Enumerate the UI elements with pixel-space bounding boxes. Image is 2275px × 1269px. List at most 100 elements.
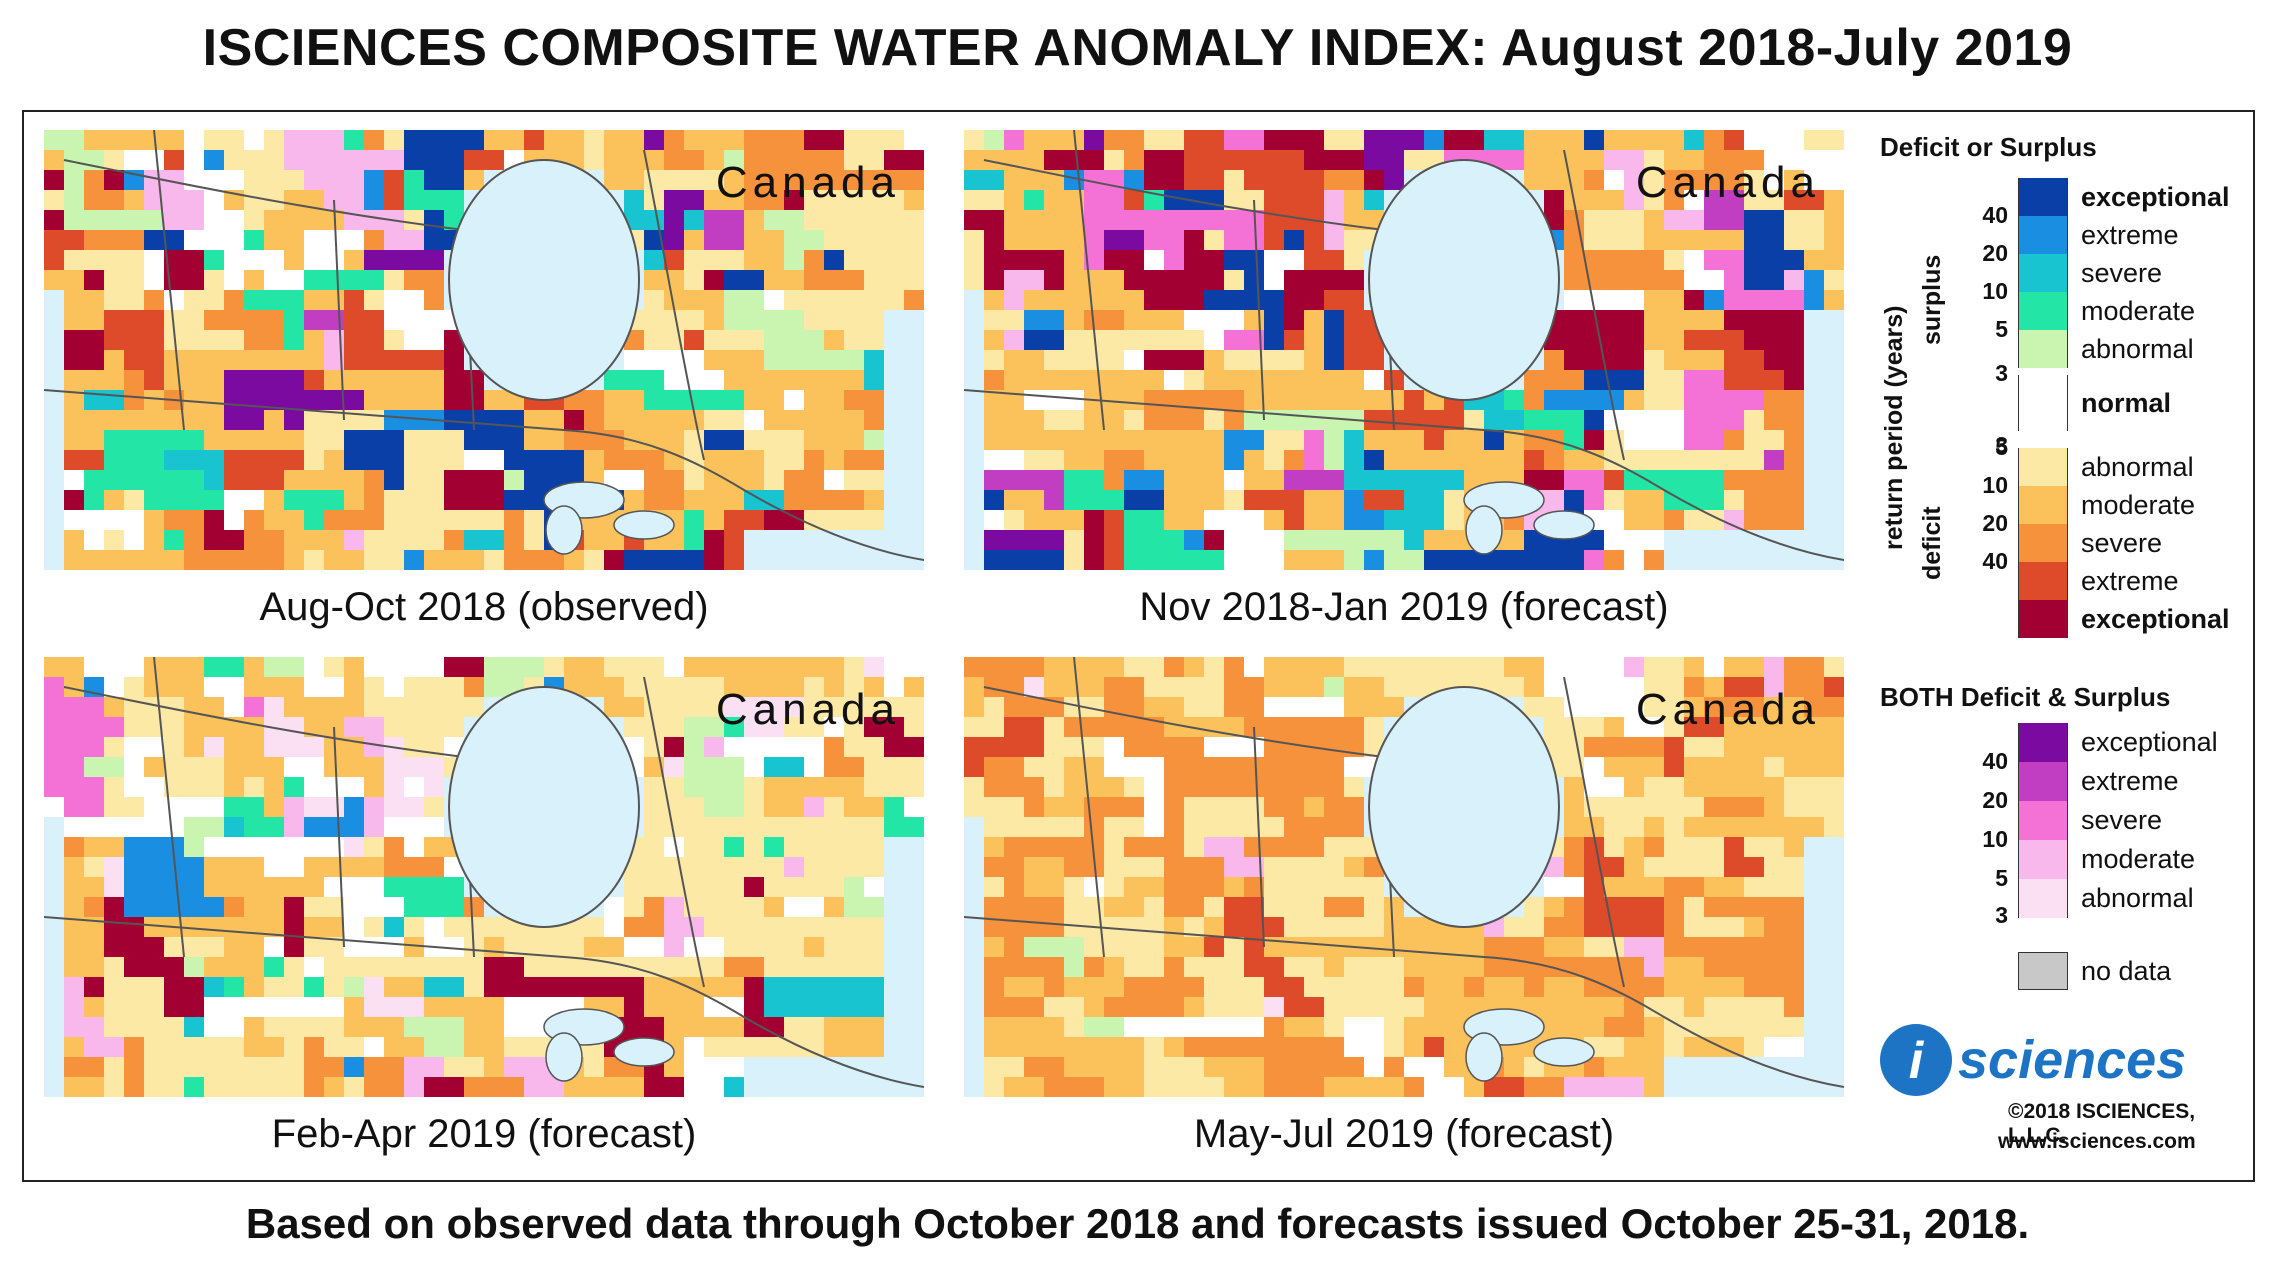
grid-cell <box>1564 797 1584 817</box>
grid-cell <box>264 957 284 977</box>
map-canada-nov-jan: Canada <box>964 130 1844 570</box>
grid-cell <box>224 210 244 230</box>
grid-cell <box>784 250 804 270</box>
grid-cell <box>1224 130 1244 150</box>
grid-cell <box>1104 530 1124 550</box>
grid-cell <box>684 717 704 737</box>
grid-cell <box>1764 737 1784 757</box>
grid-cell <box>964 797 984 817</box>
grid-cell <box>744 757 764 777</box>
grid-cell <box>1324 737 1344 757</box>
grid-cell <box>1664 250 1684 270</box>
grid-cell <box>1124 857 1144 877</box>
grid-cell <box>224 877 244 897</box>
grid-cell <box>544 1077 564 1097</box>
grid-cell <box>324 777 344 797</box>
grid-cell <box>424 250 444 270</box>
grid-cell <box>1164 470 1184 490</box>
grid-cell <box>1304 817 1324 837</box>
grid-cell <box>64 857 84 877</box>
grid-cell <box>724 490 744 510</box>
grid-cell <box>1264 977 1284 997</box>
grid-cell <box>204 697 224 717</box>
grid-cell <box>344 697 364 717</box>
grid-cell <box>464 490 484 510</box>
grid-cell <box>1344 957 1364 977</box>
grid-cell <box>1124 697 1144 717</box>
grid-cell <box>1544 997 1564 1017</box>
grid-cell <box>864 797 884 817</box>
grid-cell <box>464 697 484 717</box>
grid-cell <box>964 757 984 777</box>
grid-cell <box>1264 757 1284 777</box>
grid-cell <box>664 897 684 917</box>
grid-cell <box>1124 450 1144 470</box>
grid-cell <box>224 530 244 550</box>
grid-cell <box>1164 977 1184 997</box>
grid-cell <box>1344 857 1364 877</box>
grid-cell <box>204 430 224 450</box>
grid-cell <box>1244 877 1264 897</box>
grid-cell <box>1004 897 1024 917</box>
grid-cell <box>1144 677 1164 697</box>
grid-cell <box>784 997 804 1017</box>
grid-cell <box>304 1077 324 1097</box>
grid-cell <box>664 777 684 797</box>
grid-cell <box>864 817 884 837</box>
grid-cell <box>1584 937 1604 957</box>
grid-cell <box>144 150 164 170</box>
grid-cell <box>744 470 764 490</box>
grid-cell <box>444 170 464 190</box>
grid-cell <box>1444 430 1464 450</box>
grid-cell <box>1804 210 1824 230</box>
grid-cell <box>1644 817 1664 837</box>
website-link[interactable]: www.isciences.com <box>1998 1130 2196 1153</box>
grid-cell <box>424 230 444 250</box>
grid-cell <box>244 777 264 797</box>
grid-cell <box>1624 330 1644 350</box>
grid-cell <box>904 170 924 190</box>
grid-cell <box>304 997 324 1017</box>
grid-cell <box>584 1057 604 1077</box>
grid-cell <box>1664 290 1684 310</box>
grid-cell <box>764 737 784 757</box>
grid-cell <box>1324 957 1344 977</box>
grid-cell <box>444 550 464 570</box>
grid-cell <box>1044 1017 1064 1037</box>
grid-cell <box>64 450 84 470</box>
grid-cell <box>1724 917 1744 937</box>
grid-cell <box>44 250 64 270</box>
grid-cell <box>84 817 104 837</box>
grid-cell <box>1524 977 1544 997</box>
grid-cell <box>904 657 924 677</box>
grid-cell <box>1204 1077 1224 1097</box>
grid-cell <box>1584 170 1604 190</box>
grid-cell <box>1724 797 1744 817</box>
grid-cell <box>1064 530 1084 550</box>
grid-cell <box>724 817 744 837</box>
grid-cell <box>1364 430 1384 450</box>
grid-cell <box>1424 657 1444 677</box>
grid-cell <box>1144 797 1164 817</box>
grid-cell <box>104 757 124 777</box>
grid-cell <box>1664 757 1684 777</box>
grid-cell <box>984 937 1004 957</box>
grid-cell <box>1744 270 1764 290</box>
grid-cell <box>304 190 324 210</box>
grid-cell <box>224 470 244 490</box>
grid-cell <box>1144 757 1164 777</box>
grid-cell <box>1244 330 1264 350</box>
grid-cell <box>124 490 144 510</box>
grid-cell <box>1184 737 1204 757</box>
grid-cell <box>964 697 984 717</box>
grid-cell <box>44 230 64 250</box>
grid-cell <box>224 957 244 977</box>
grid-cell <box>204 657 224 677</box>
grid-cell <box>144 230 164 250</box>
grid-cell <box>824 737 844 757</box>
grid-cell <box>124 410 144 430</box>
grid-cell <box>1084 817 1104 837</box>
grid-cell <box>884 230 904 250</box>
grid-cell <box>184 997 204 1017</box>
grid-cell <box>1044 957 1064 977</box>
